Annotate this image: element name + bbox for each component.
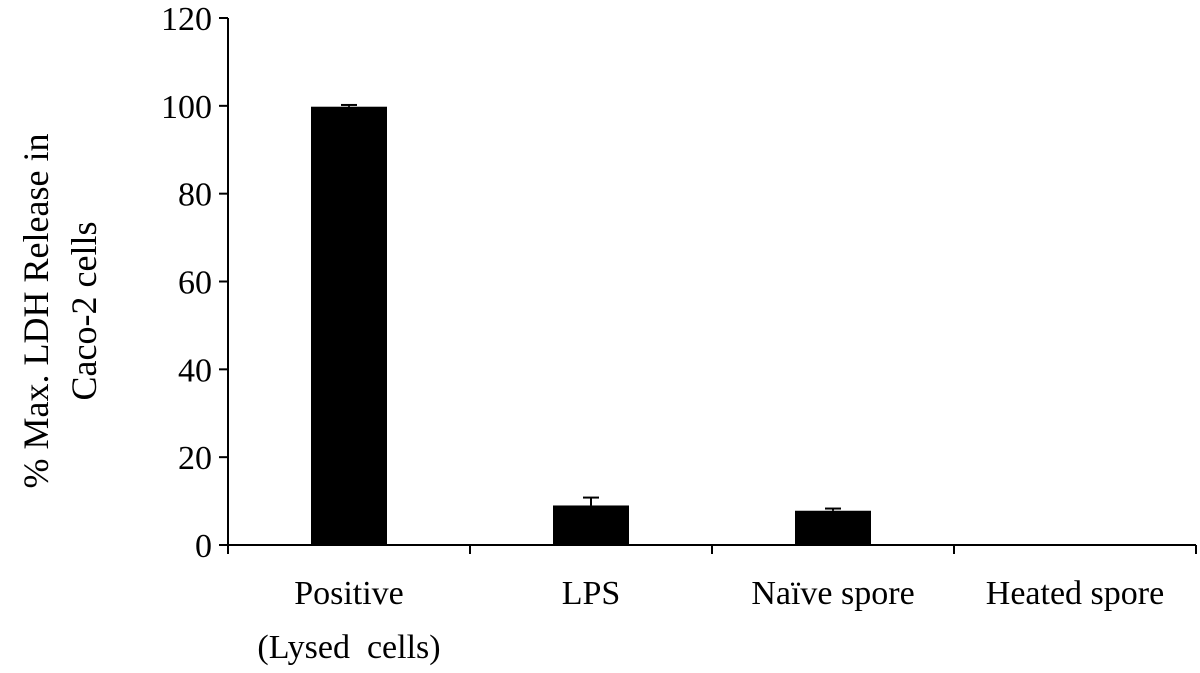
y-axis-label-line-1: % Max. LDH Release in <box>16 134 56 489</box>
y-tick-label: 120 <box>161 1 212 38</box>
bars-group <box>311 106 871 545</box>
y-axis-label-line-2: Caco-2 cells <box>64 222 104 401</box>
bar <box>795 510 871 545</box>
x-category-label: (Lysed cells) <box>257 629 440 666</box>
y-tick-label: 0 <box>195 528 212 565</box>
x-category-label: Positive <box>294 575 404 612</box>
y-tick-label: 20 <box>178 440 212 477</box>
y-tick-label: 80 <box>178 177 212 214</box>
y-tick-label: 60 <box>178 265 212 302</box>
x-categories-group: Positive (Lysed cells) LPS Naïve spore Heate… <box>257 575 1164 666</box>
y-axis-label: % Max. LDH Release in Caco-2 cells <box>16 134 104 489</box>
x-category-label: LPS <box>562 575 621 612</box>
error-bars-group <box>341 103 841 511</box>
x-category-label: Naïve spore <box>751 575 914 612</box>
x-category-label: Heated spore <box>986 575 1164 612</box>
bar <box>553 505 629 545</box>
y-tick-label: 100 <box>161 89 212 126</box>
bar <box>311 106 387 545</box>
y-ticks-group: 0 20 40 60 80 100 120 <box>161 1 228 565</box>
y-tick-label: 40 <box>178 352 212 389</box>
